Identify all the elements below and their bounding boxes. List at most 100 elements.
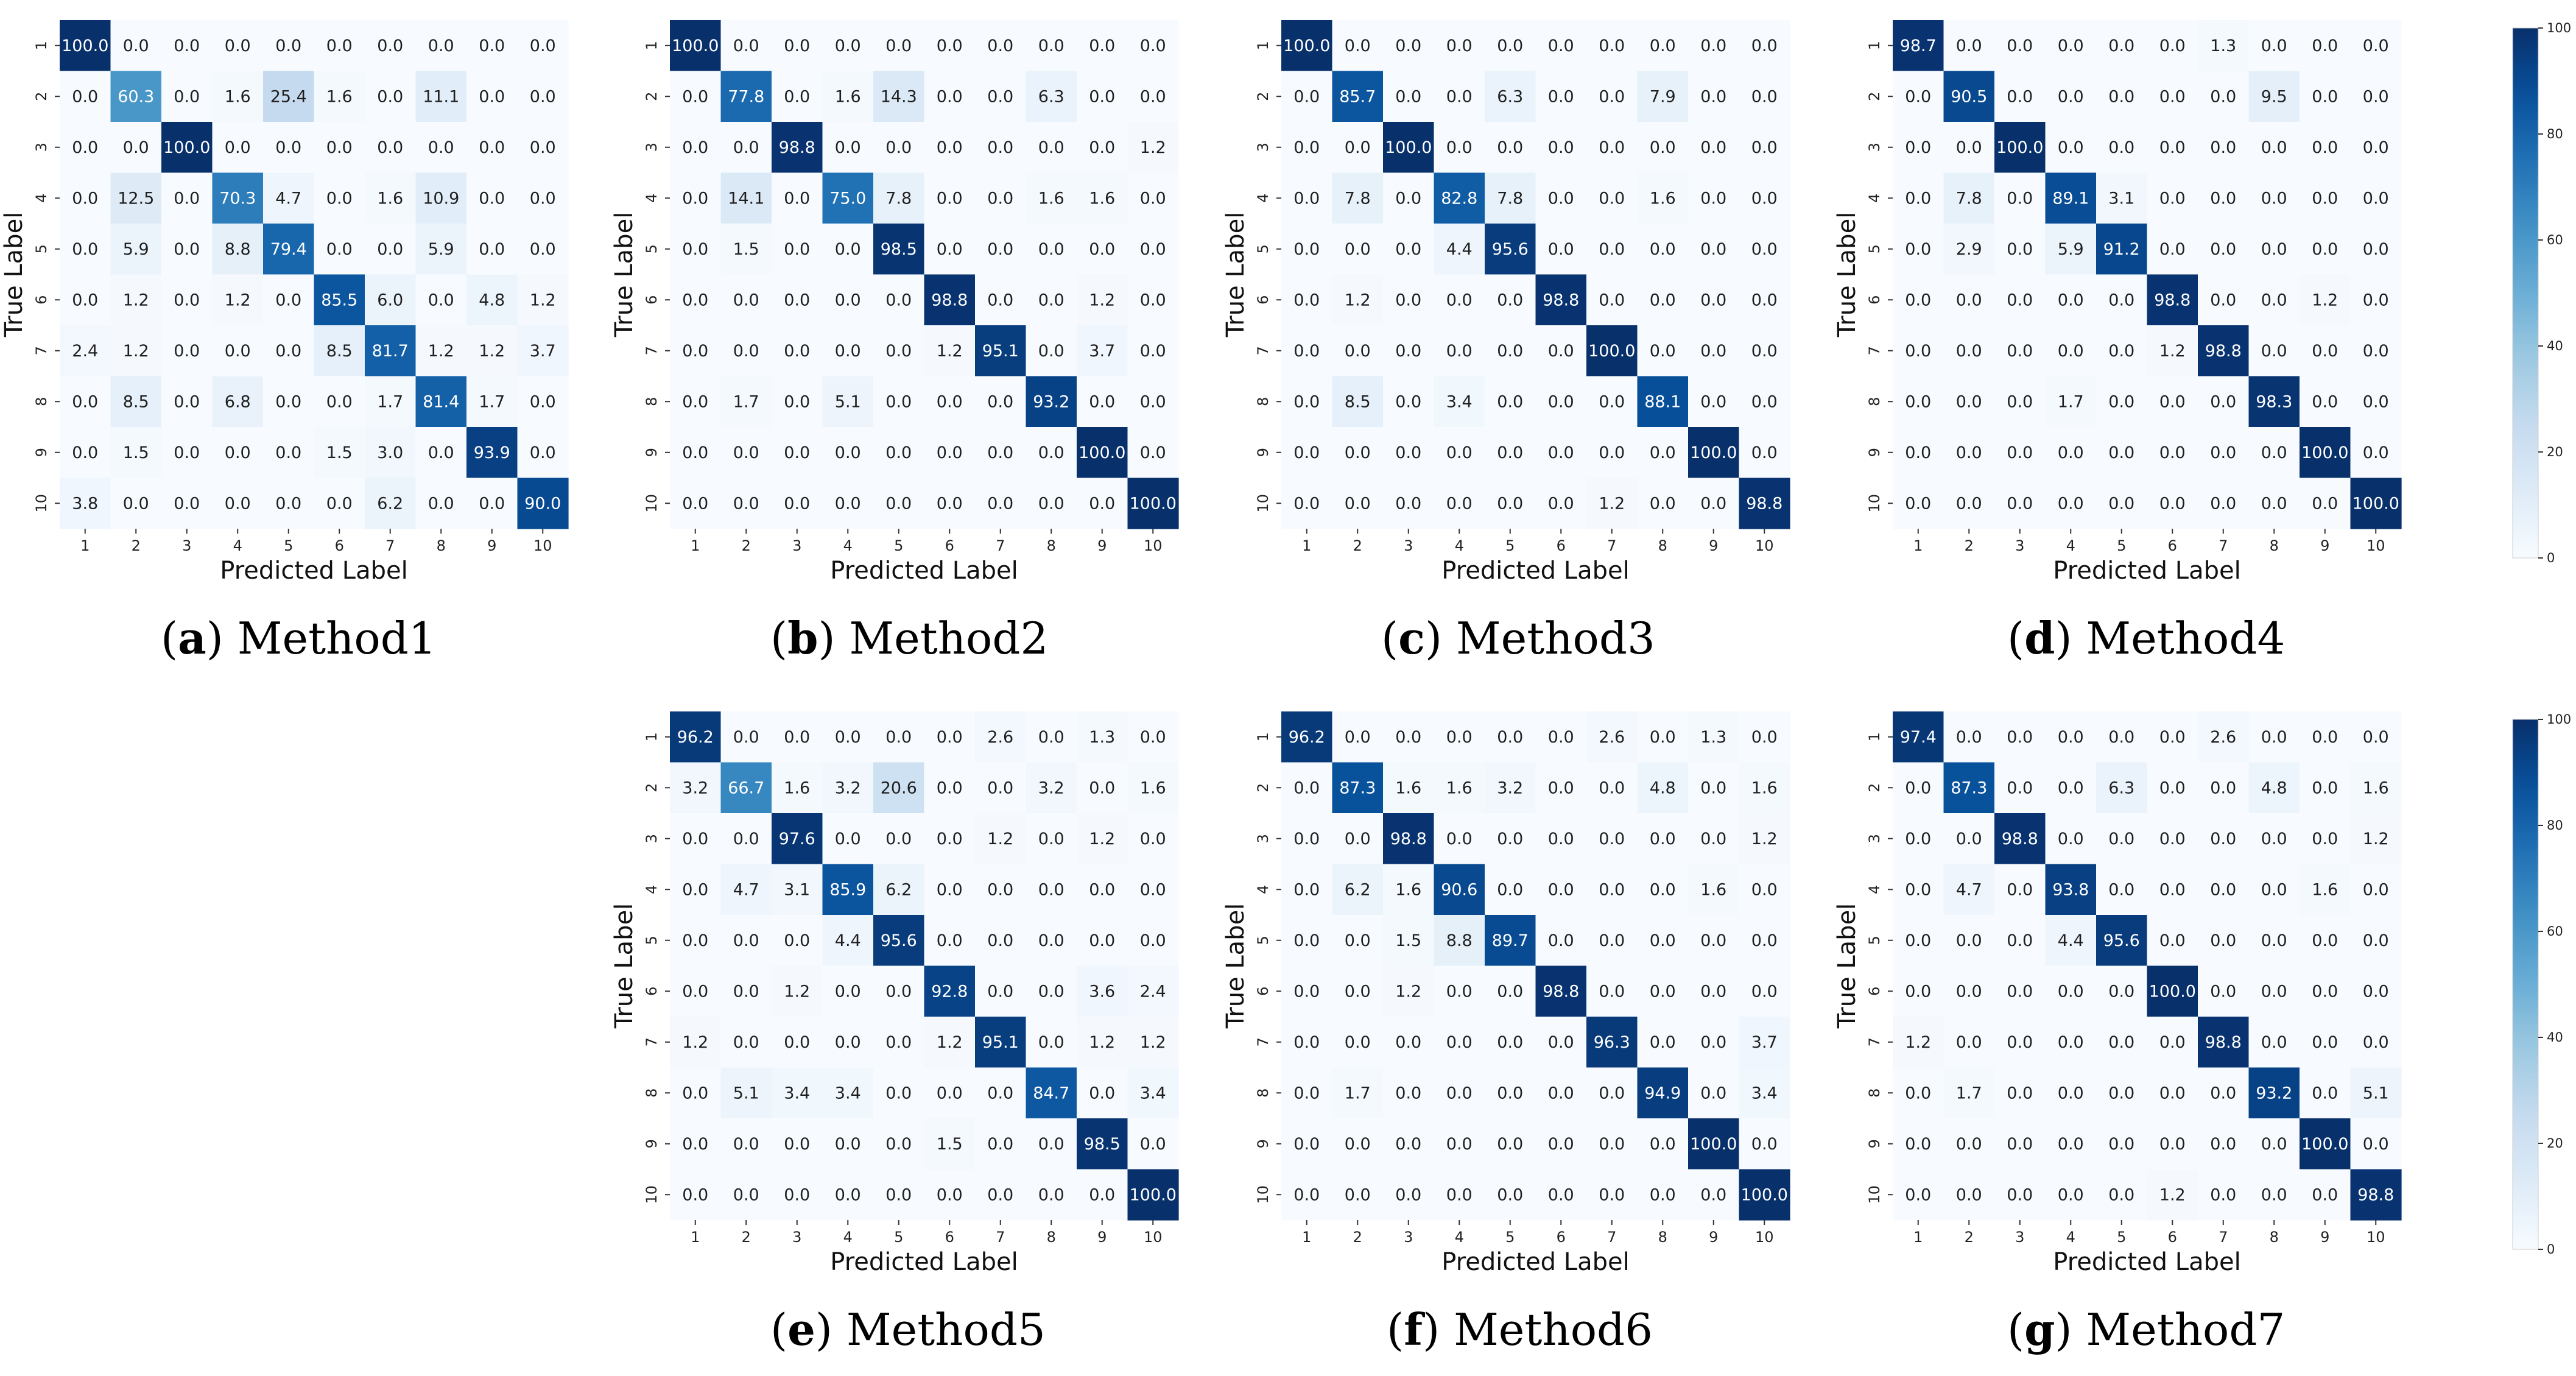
cell-value-label: 0.0 [275, 138, 301, 157]
heatmap-cell [2198, 1169, 2250, 1221]
heatmap-cell [1434, 478, 1485, 529]
heatmap-cell [2147, 122, 2198, 174]
cell-value-label: 0.0 [784, 37, 810, 55]
cell-value-label: 0.0 [2108, 1185, 2134, 1204]
heatmap-cell [2198, 1017, 2250, 1068]
cell-value-label: 0.0 [1038, 342, 1065, 361]
cell-value-label: 2.9 [1956, 240, 1982, 259]
cell-value-label: 0.0 [2007, 1135, 2033, 1154]
cell-value-label: 1.7 [733, 392, 759, 411]
cell-value-label: 0.0 [1395, 728, 1421, 747]
cell-value-label: 0.0 [1395, 1033, 1421, 1052]
cell-value-label: 0.0 [1345, 37, 1371, 55]
caption-letter: e [787, 1304, 815, 1355]
cell-value-label: 0.0 [987, 931, 1013, 950]
cell-value-label: 6.8 [225, 392, 251, 411]
cell-value-label: 0.0 [2108, 982, 2134, 1001]
cell-value-label: 6.3 [1038, 87, 1065, 106]
cell-value-label: 0.0 [1905, 931, 1931, 950]
heatmap-cell [924, 1118, 976, 1170]
y-tick-label: 8 [1255, 397, 1272, 406]
cell-value-label: 0.0 [1293, 880, 1320, 899]
cell-value-label: 100.0 [1690, 443, 1737, 462]
heatmap-cell [1637, 762, 1689, 814]
heatmap-cell [2248, 1118, 2300, 1170]
cell-value-label: 0.0 [275, 37, 301, 55]
heatmap-cell [1127, 274, 1179, 326]
cell-value-label: 0.0 [784, 443, 810, 462]
heatmap-cell [1383, 1169, 1435, 1221]
y-tick-label: 3 [1255, 143, 1272, 152]
heatmap-cell [1332, 224, 1384, 275]
heatmap-cell [1535, 376, 1587, 428]
heatmap-cell [415, 172, 467, 224]
cell-value-label: 0.0 [275, 291, 301, 309]
heatmap-cell [2300, 813, 2351, 865]
heatmap-cell [2147, 427, 2198, 479]
cell-value-label: 0.0 [885, 982, 912, 1001]
cell-value-label: 0.0 [885, 830, 912, 849]
heatmap-cell [670, 813, 722, 865]
y-tick-label: 3 [643, 143, 660, 152]
cell-value-label: 82.8 [1441, 189, 1477, 208]
cell-value-label: 97.6 [779, 830, 815, 849]
heatmap-cell [1586, 1169, 1638, 1221]
heatmap-cell [2198, 172, 2250, 224]
heatmap-cell [1077, 915, 1128, 967]
cell-value-label: 0.0 [2058, 778, 2084, 797]
heatmap-cell [1994, 1169, 2046, 1221]
cell-value-label: 0.0 [2159, 931, 2186, 950]
heatmap-cell [2248, 274, 2300, 326]
heatmap-cell [1485, 427, 1536, 479]
heatmap-cell [1077, 71, 1128, 122]
cell-value-label: 3.2 [682, 778, 708, 797]
heatmap-cell [1637, 1118, 1689, 1170]
x-tick-label: 7 [385, 537, 395, 554]
cell-value-label: 0.0 [2058, 1185, 2084, 1204]
cell-value-label: 0.0 [2312, 37, 2338, 55]
cell-value-label: 0.0 [835, 37, 861, 55]
cell-value-label: 0.0 [1956, 342, 1982, 361]
heatmap-cell [1994, 1017, 2046, 1068]
cell-value-label: 96.2 [1289, 728, 1325, 747]
cell-value-label: 0.0 [2363, 291, 2389, 309]
heatmap-cell [1127, 20, 1179, 72]
cell-value-label: 0.0 [1548, 830, 1574, 849]
x-tick-label: 5 [2117, 537, 2126, 554]
heatmap-cell [975, 478, 1027, 529]
heatmap-cell [2147, 915, 2198, 967]
cell-value-label: 1.2 [123, 342, 149, 361]
cell-value-label: 0.0 [1497, 443, 1523, 462]
heatmap-cell [2198, 274, 2250, 326]
heatmap-cell [975, 915, 1027, 967]
heatmap-cell [60, 20, 111, 72]
heatmap-cell [2300, 864, 2351, 916]
y-tick-label: 7 [1255, 346, 1272, 355]
heatmap-cell [110, 274, 162, 326]
x-tick-label: 10 [1144, 1229, 1163, 1246]
heatmap-cell [1688, 71, 1740, 122]
heatmap-cell [720, 1118, 772, 1170]
cell-value-label: 0.0 [1650, 494, 1676, 513]
heatmap-cell [2147, 478, 2198, 529]
cell-value-label: 0.0 [987, 443, 1013, 462]
heatmap-cell [212, 71, 264, 122]
cell-value-label: 0.0 [1751, 240, 1778, 259]
heatmap-cell [975, 172, 1027, 224]
heatmap-cell [2045, 122, 2097, 174]
cell-value-label: 0.0 [835, 982, 861, 1001]
cell-value-label: 0.0 [1497, 1033, 1523, 1052]
cell-value-label: 6.0 [377, 291, 403, 309]
cell-value-label: 2.4 [72, 342, 98, 361]
cell-value-label: 1.2 [937, 1033, 963, 1052]
cell-value-label: 0.0 [275, 494, 301, 513]
cell-value-label: 0.0 [174, 342, 200, 361]
cell-value-label: 88.1 [1644, 392, 1681, 411]
heatmap-cell [670, 711, 722, 763]
heatmap-panel-f: 96.2 0.0 0.0 0.0 0.0 0.0 2.6 0.0 1.3 0.00.0 87.3 1.… [1222, 711, 1790, 1276]
cell-value-label: 1.2 [1345, 291, 1371, 309]
heatmap-cell [2045, 20, 2097, 72]
cell-value-label: 8.8 [1446, 931, 1473, 950]
cell-value-label: 100.0 [1079, 443, 1125, 462]
cell-value-label: 0.0 [479, 87, 505, 106]
